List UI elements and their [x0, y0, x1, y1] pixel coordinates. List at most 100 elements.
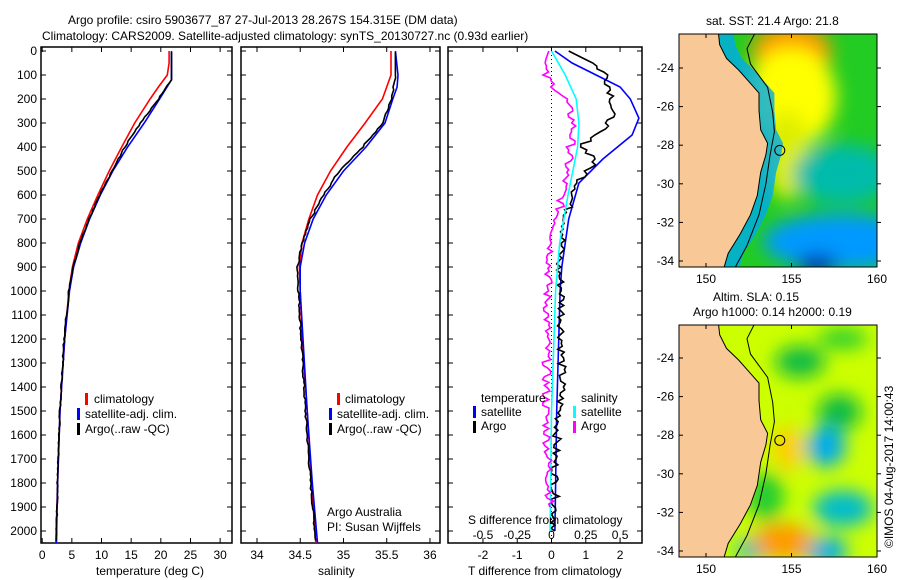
legend-salinity-heading: salinity	[581, 391, 618, 405]
lat-tick-label: -24	[657, 61, 675, 75]
x-tick-label: 34	[250, 548, 264, 562]
lat-tick-label: -34	[657, 544, 675, 558]
x-tick-label: -1	[512, 548, 523, 562]
depth-tick-label: 1900	[10, 500, 37, 514]
legend-s-satellite: satellite	[581, 405, 622, 419]
lat-tick-label: -32	[657, 505, 675, 519]
map-anomaly	[797, 254, 838, 267]
profile-panel-3: -2 -1 0 1 2 -0.5 -0.25 0 0.25 0.5	[447, 46, 643, 562]
legend-swatch-t-argo	[473, 421, 476, 433]
lat-tick-label: -28	[657, 138, 675, 152]
depth-tick-label: 2000	[10, 524, 37, 538]
title-line1: Argo profile: csiro 5903677_87 27-Jul-20…	[68, 13, 458, 27]
depth-tick-label: 1500	[10, 404, 37, 418]
depth-tick-label: 1800	[10, 476, 37, 490]
map-2: 150 155 160 -24 -26 -28 -30 -32 -34	[657, 324, 887, 576]
map2-title-line1: Altim. SLA: 0.15	[713, 290, 799, 304]
legend-t-argo: Argo	[481, 419, 507, 433]
depth-tick-label: 900	[17, 260, 37, 274]
legend-t-satellite: satellite	[481, 405, 522, 419]
credit-line1: Argo Australia	[327, 505, 402, 519]
legend-salinity: climatology satellite-adj. clim. Argo(..…	[329, 392, 429, 436]
lat-tick-label: -32	[657, 215, 675, 229]
depth-tick-label: 500	[17, 164, 37, 178]
x2-tick-label: -0.25	[504, 528, 532, 542]
legend-temperature: climatology satellite-adj. clim. Argo(..…	[77, 392, 177, 436]
legend-swatch-argo	[77, 423, 80, 435]
lon-tick-label: 155	[781, 272, 801, 286]
x2-tick-label: 0.25	[574, 528, 598, 542]
lat-tick-label: -26	[657, 390, 675, 404]
map-anomaly	[773, 426, 804, 471]
x-tick-label: 35	[337, 548, 351, 562]
depth-tick-label: 1700	[10, 452, 37, 466]
depth-tick-label: 400	[17, 140, 37, 154]
x-tick-label: 36	[423, 548, 437, 562]
lat-tick-label: -30	[657, 177, 675, 191]
map-anomaly	[817, 394, 862, 431]
x-tick-label: 30	[213, 548, 227, 562]
legend-swatch-argo	[329, 423, 332, 435]
depth-tick-label: 1300	[10, 356, 37, 370]
depth-tick-label: 0	[30, 44, 37, 58]
series-line-salinity-argo	[541, 50, 578, 508]
legend-satellite: satellite-adj. clim.	[85, 407, 177, 421]
series-line-temperature-argo	[549, 50, 616, 532]
legend-temperature-heading: temperature	[481, 391, 546, 405]
depth-tick-label: 600	[17, 188, 37, 202]
argo-location-marker	[774, 144, 786, 156]
depth-tick-label: 100	[17, 68, 37, 82]
map-land	[679, 325, 769, 557]
timestamp: ©IMOS 04-Aug-2017 14:00:43	[882, 385, 896, 548]
depth-tick-label: 1400	[10, 380, 37, 394]
legend-satellite: satellite-adj. clim.	[337, 407, 429, 421]
depth-tick-label: 300	[17, 116, 37, 130]
x-tick-label: 34.5	[289, 548, 313, 562]
map-anomaly	[805, 426, 846, 467]
legend-swatch-s-argo	[573, 421, 576, 433]
map-land	[679, 34, 769, 267]
profile-panel-1: 0100200300400500600700800900100011001200…	[10, 44, 233, 562]
xlabel-t-difference: T difference from climatology	[468, 564, 622, 578]
depth-tick-label: 700	[17, 212, 37, 226]
depth-tick-label: 1600	[10, 428, 37, 442]
credit-line2: PI: Susan Wijffels	[327, 520, 421, 534]
series-line-argo-raw-qc-	[55, 52, 173, 541]
map-isobath	[734, 34, 775, 267]
map-anomaly	[812, 490, 873, 527]
x2-tick-label: -0.5	[473, 528, 494, 542]
map-anomaly	[803, 537, 848, 557]
x-tick-label: 1	[582, 548, 589, 562]
map-anomaly	[752, 523, 813, 557]
map-anomaly	[762, 213, 877, 267]
map-frame	[678, 33, 878, 268]
x-tick-label: 20	[154, 548, 168, 562]
map-frame	[678, 324, 878, 558]
lon-tick-label: 160	[867, 272, 887, 286]
lon-tick-label: 150	[696, 272, 716, 286]
x-tick-label: -2	[478, 548, 489, 562]
x-tick-label: 15	[124, 548, 138, 562]
legend-climatology: climatology	[94, 392, 154, 406]
series-line-salinity-satellite	[549, 50, 580, 532]
depth-tick-label: 1000	[10, 284, 37, 298]
legend-swatch-t-satellite	[473, 406, 476, 418]
lat-tick-label: -34	[657, 254, 675, 268]
legend-swatch-satellite	[329, 408, 332, 420]
legend-s-argo: Argo	[581, 419, 607, 433]
lon-tick-label: 150	[696, 562, 716, 576]
depth-tick-label: 800	[17, 236, 37, 250]
legend-argo: Argo(..raw -QC)	[337, 422, 422, 436]
series-line-argo-raw-qc-	[296, 52, 397, 541]
x-tick-label: 0	[548, 548, 555, 562]
lon-tick-label: 155	[781, 562, 801, 576]
legend-swatch-satellite	[77, 408, 80, 420]
x2-tick-label: 0	[548, 528, 555, 542]
xlabel-temperature: temperature (deg C)	[96, 564, 204, 578]
x-tick-label: 35.5	[375, 548, 399, 562]
depth-tick-label: 1200	[10, 332, 37, 346]
map-1: 150 155 160 -24 -26 -28 -30 -32 -34	[657, 33, 887, 286]
lon-tick-label: 160	[867, 562, 887, 576]
xlabel-salinity: salinity	[318, 564, 355, 578]
